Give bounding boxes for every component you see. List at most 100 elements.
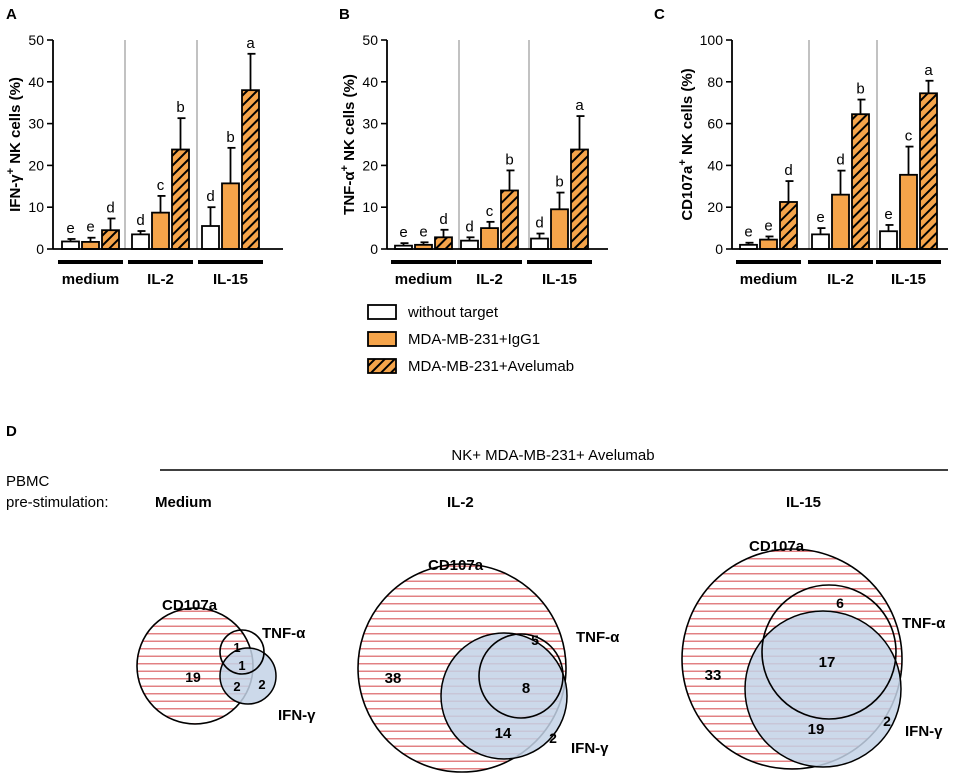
panel-b-y-label: TNF-α+ NK cells (%): [339, 74, 358, 215]
legend: without target MDA-MB-231+IgG1 MDA-MB-23…: [367, 304, 574, 375]
venn-il15-cd107a-ifn: 19: [808, 721, 825, 738]
panel-b-significance-letter: a: [575, 97, 584, 114]
panel-c-significance-letter: e: [816, 209, 824, 226]
panel-c-y-tick-label: 100: [700, 32, 724, 48]
panel-a-y-tick-label: 0: [36, 241, 44, 257]
panel-c-bar-il2-avelumab: [851, 113, 870, 250]
venn-medium-ifn-circle: [219, 647, 277, 705]
panel-b-y-tick-label: 10: [362, 199, 378, 215]
panel-a-bar-il15-avelumab: [241, 89, 260, 250]
venn-medium-cd107a-tnf: 1: [233, 640, 240, 655]
venn-header: NK+ MDA-MB-231+ Avelumab: [451, 447, 654, 464]
panel-a-significance-letter: b: [176, 99, 184, 116]
panel-c-group-label-il15: IL-15: [891, 271, 926, 288]
panel-b-y-tick-label: 20: [362, 157, 378, 173]
venn-medium-ifn-label: IFN-γ: [278, 707, 316, 724]
venn-il2-ifn-only: 2: [549, 730, 557, 746]
venn-medium-ifn-only: 2: [258, 677, 265, 692]
panel-a-bar-il15-without-target: [201, 225, 220, 250]
legend-swatch-without-target: [367, 304, 397, 320]
venn-il2-ifn-circle: [440, 632, 568, 760]
panel-c-bar-il2-without-target: [811, 233, 830, 250]
panel-c-y-label: CD107a+ NK cells (%): [677, 68, 696, 220]
venn-il15-ifn-label: IFN-γ: [905, 723, 943, 740]
legend-swatch-igg1: [367, 331, 397, 347]
panel-a-bar-medium-without-target: [61, 240, 80, 250]
panel-c-significance-letter: d: [784, 162, 792, 179]
venn-medium-all-three: 1: [238, 658, 245, 673]
panel-a-group-label-il15: IL-15: [213, 271, 248, 288]
panel-b-bar-medium-avelumab: [434, 236, 453, 250]
panel-b-bar-il15-avelumab: [570, 148, 589, 250]
venn-il2-ifn-label: IFN-γ: [571, 740, 609, 757]
panel-b-significance-letter: e: [419, 223, 427, 240]
panel-a-y-tick-label: 40: [28, 74, 44, 90]
panel-c-y-tick-label: 60: [707, 116, 723, 132]
legend-label-without-target: without target: [407, 304, 499, 321]
panel-b-y-tick-label: 0: [370, 241, 378, 257]
panel-b-significance-letter: d: [465, 218, 473, 235]
venn-medium-tnf-circle: [219, 629, 265, 675]
panel-c-bar-il2-igg1: [831, 193, 850, 250]
venn-condition-il2: IL-2: [447, 494, 474, 511]
venn-il2-cd107a-tnf: 5: [531, 632, 539, 648]
venn-medium-cd107a-only: 19: [185, 669, 201, 685]
panel-b-significance-letter: b: [505, 151, 513, 168]
panel-a-y-tick-label: 30: [28, 116, 44, 132]
panel-b-bar-il2-without-target: [460, 239, 479, 250]
venn-medium: CD107a TNF-α IFN-γ 19 1 1 2 2: [136, 597, 316, 725]
panel-b-bar-il15-without-target: [530, 237, 549, 250]
venn-row-label-line1: PBMC: [6, 473, 50, 490]
panel-c-significance-letter: c: [905, 128, 913, 145]
venn-il2-cd107a-only: 38: [385, 670, 402, 687]
panel-b-group-label-il2: IL-2: [476, 271, 503, 288]
panel-b-group-label-medium: medium: [395, 271, 453, 288]
panel-c-significance-letter: e: [884, 206, 892, 223]
venn-row-label-line2: pre-stimulation:: [6, 494, 109, 511]
venn-il2: CD107a TNF-α IFN-γ 38 5 8 14 2: [357, 557, 620, 773]
legend-label-avelumab: MDA-MB-231+Avelumab: [408, 358, 574, 375]
panel-b-bar-il2-avelumab: [500, 189, 519, 250]
legend-label-igg1: MDA-MB-231+IgG1: [408, 331, 540, 348]
panel-a-bar-il15-igg1: [221, 182, 240, 250]
panel-a-significance-letter: d: [206, 188, 214, 205]
panel-c-significance-letter: e: [764, 217, 772, 234]
panel-b-y-tick-label: 30: [362, 116, 378, 132]
venn-condition-il15: IL-15: [786, 494, 821, 511]
panel-b-bar-il2-igg1: [480, 227, 499, 250]
venn-medium-cd107a-ifn: 2: [233, 679, 240, 694]
venn-il15: CD107a TNF-α IFN-γ 33 6 17 19 2: [681, 538, 946, 770]
venn-il15-cd107a-only: 33: [705, 667, 722, 684]
panel-a-significance-letter: b: [226, 129, 234, 146]
panel-a-significance-letter: d: [106, 199, 114, 216]
panel-c-bar-medium-avelumab: [779, 201, 798, 250]
panel-a-significance-letter: e: [66, 220, 74, 237]
panel-letter-d: D: [6, 423, 17, 440]
panel-c-y-tick-label: 20: [707, 199, 723, 215]
venn-il2-tnf-label: TNF-α: [576, 629, 620, 646]
panel-a-y-tick-label: 20: [28, 157, 44, 173]
venn-il2-tnf-circle: [478, 633, 564, 719]
venn-medium-cd107a-label: CD107a: [162, 597, 218, 614]
panel-c-group-label-il2: IL-2: [827, 271, 854, 288]
panel-b-group-label-il15: IL-15: [542, 271, 577, 288]
panel-b-significance-letter: d: [535, 215, 543, 232]
venn-il15-all-three: 17: [819, 654, 836, 671]
panel-a-group-label-il2: IL-2: [147, 271, 174, 288]
panel-c-significance-letter: e: [744, 224, 752, 241]
panel-b-significance-letter: d: [439, 211, 447, 228]
panel-a-significance-letter: a: [246, 35, 255, 52]
panel-c-significance-letter: a: [924, 62, 933, 79]
venn-il2-all-three: 8: [522, 680, 530, 697]
panel-b-significance-letter: c: [486, 203, 494, 220]
panel-a-bar-il2-without-target: [131, 233, 150, 250]
panel-c-y-tick-label: 0: [715, 241, 723, 257]
venn-il2-cd107a-ifn: 14: [495, 725, 512, 742]
venn-condition-medium: Medium: [155, 494, 212, 511]
panel-a-group-label-medium: medium: [62, 271, 120, 288]
panel-a-bar-medium-avelumab: [101, 229, 120, 250]
panel-b-y-tick-label: 50: [362, 32, 378, 48]
